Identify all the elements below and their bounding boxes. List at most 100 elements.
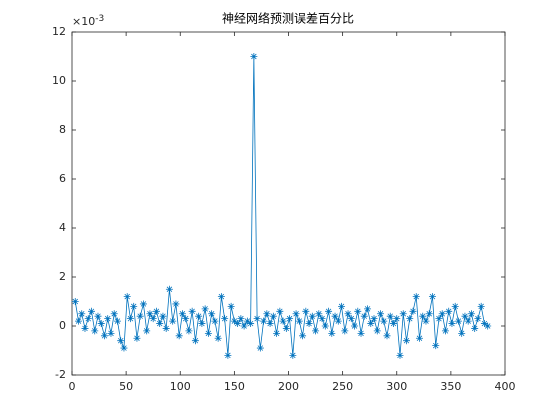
marker [471,324,479,332]
marker [321,322,329,330]
marker [328,329,336,337]
marker [399,310,407,318]
marker [289,351,297,359]
marker [276,307,284,315]
marker [266,320,274,328]
y-tick-label: 12 [52,25,66,38]
marker [113,317,121,325]
marker [162,324,170,332]
marker [338,302,346,310]
marker [182,315,190,323]
marker [240,322,248,330]
marker [325,307,333,315]
marker [217,293,225,301]
marker [393,315,401,323]
plot-area [71,31,506,376]
x-tick-label: 0 [69,380,76,393]
marker [406,315,414,323]
y-tick-label: -2 [55,368,66,381]
marker [74,317,82,325]
marker [435,315,443,323]
y-tick-label: 4 [59,221,66,234]
marker [97,320,105,328]
marker [480,320,488,328]
marker [334,317,342,325]
marker [312,327,320,335]
marker [143,327,151,335]
y-scale-exponent: -3 [95,14,104,24]
marker [386,312,394,320]
marker [71,298,79,305]
marker [477,302,485,310]
marker [104,315,112,323]
marker [357,329,365,337]
marker [94,312,102,320]
marker [299,332,307,340]
marker [91,327,99,335]
marker [396,351,404,359]
marker [230,317,238,325]
y-scale-base: ×10 [72,15,95,28]
marker [412,293,420,301]
marker [344,310,352,318]
marker [256,344,264,352]
x-tick-label: 200 [278,380,299,393]
marker [214,334,222,342]
marker [315,310,323,318]
marker [234,320,242,328]
marker [204,329,212,337]
marker [484,322,492,330]
marker [201,305,209,313]
marker [253,315,261,323]
marker [380,317,388,325]
marker [419,312,427,320]
marker [172,300,180,308]
marker [263,310,271,318]
marker [247,320,255,328]
marker [243,317,251,325]
y-tick-label: 2 [59,270,66,283]
y-tick-label: 6 [59,172,66,185]
marker [461,312,469,320]
x-tick-label: 250 [332,380,353,393]
marker [308,312,316,320]
marker [159,312,167,320]
marker [377,310,385,318]
marker [175,332,183,340]
marker [84,315,92,323]
y-tick-label: 10 [52,74,66,87]
marker [370,315,378,323]
marker [117,337,125,345]
marker [286,315,294,323]
marker [100,332,108,340]
marker [250,53,258,60]
marker [415,334,423,342]
marker [221,315,229,323]
marker [428,293,436,301]
marker [467,310,475,318]
marker [331,312,339,320]
marker [432,342,440,350]
marker [425,310,433,318]
marker [156,320,164,328]
marker [360,312,368,320]
marker [454,317,462,325]
marker [390,320,398,328]
marker [305,320,313,328]
marker [347,315,355,323]
marker [409,307,417,315]
marker [87,307,95,315]
marker [448,320,456,328]
marker [451,302,459,310]
marker [107,329,115,337]
marker [260,317,268,325]
marker [279,317,287,325]
marker [120,344,128,352]
marker [237,315,245,323]
marker [273,329,281,337]
marker [402,337,410,345]
marker [78,310,86,318]
marker [123,293,131,301]
y-tick-label: 8 [59,123,66,136]
x-tick-label: 150 [224,380,245,393]
